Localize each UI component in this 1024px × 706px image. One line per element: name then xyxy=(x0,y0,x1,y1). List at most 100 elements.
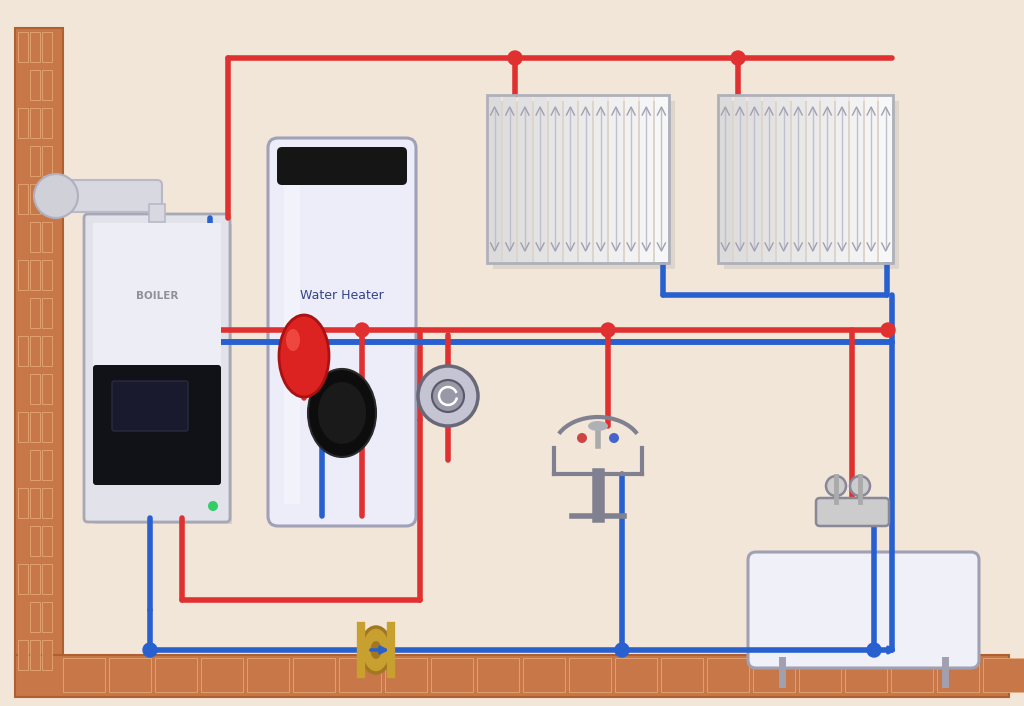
FancyBboxPatch shape xyxy=(748,552,979,668)
Bar xyxy=(30,32,40,62)
FancyBboxPatch shape xyxy=(112,381,188,431)
Bar xyxy=(293,658,335,692)
Bar xyxy=(983,658,1024,692)
Circle shape xyxy=(826,476,846,496)
Circle shape xyxy=(609,433,618,443)
FancyBboxPatch shape xyxy=(278,147,407,185)
Bar xyxy=(503,96,516,262)
Circle shape xyxy=(601,323,615,337)
Bar xyxy=(724,101,899,269)
Bar xyxy=(523,658,565,692)
Bar xyxy=(718,95,893,263)
Bar xyxy=(850,96,863,262)
Bar xyxy=(821,96,834,262)
Bar xyxy=(488,96,501,262)
Bar xyxy=(42,108,52,138)
Bar xyxy=(707,658,749,692)
Bar xyxy=(18,336,28,366)
Bar xyxy=(534,96,547,262)
Bar xyxy=(777,96,790,262)
Bar xyxy=(284,156,300,504)
Bar xyxy=(836,96,848,262)
Bar xyxy=(891,658,933,692)
Bar xyxy=(201,658,243,692)
Bar xyxy=(285,155,413,523)
Circle shape xyxy=(432,380,464,412)
FancyBboxPatch shape xyxy=(84,214,230,522)
Bar xyxy=(30,298,40,328)
Circle shape xyxy=(615,643,629,657)
Bar xyxy=(749,96,761,262)
Bar xyxy=(15,655,1009,697)
Circle shape xyxy=(508,51,522,65)
Bar xyxy=(155,658,197,692)
Bar xyxy=(807,96,819,262)
Ellipse shape xyxy=(361,627,391,673)
FancyBboxPatch shape xyxy=(93,365,221,485)
Bar xyxy=(518,96,531,262)
Bar xyxy=(569,658,611,692)
Circle shape xyxy=(34,174,78,218)
Bar xyxy=(719,96,731,262)
Circle shape xyxy=(297,323,311,337)
Bar xyxy=(615,658,657,692)
Bar xyxy=(865,96,878,262)
Bar xyxy=(937,658,979,692)
Bar xyxy=(30,70,40,100)
FancyBboxPatch shape xyxy=(51,180,162,212)
Bar xyxy=(94,224,232,524)
Bar xyxy=(42,602,52,632)
Circle shape xyxy=(867,643,881,657)
Bar xyxy=(150,204,165,222)
Bar xyxy=(109,658,151,692)
Bar xyxy=(18,32,28,62)
Bar xyxy=(431,658,473,692)
Bar xyxy=(247,658,289,692)
Bar xyxy=(18,640,28,670)
Circle shape xyxy=(208,501,218,511)
Bar xyxy=(30,374,40,404)
Bar xyxy=(30,146,40,176)
Bar xyxy=(18,412,28,442)
Bar xyxy=(799,658,841,692)
Bar xyxy=(579,96,592,262)
Text: Water Heater: Water Heater xyxy=(300,289,384,301)
Bar xyxy=(625,96,638,262)
Bar xyxy=(30,564,40,594)
Bar xyxy=(30,336,40,366)
Bar xyxy=(42,222,52,252)
Bar xyxy=(42,336,52,366)
Bar xyxy=(93,223,221,373)
Bar xyxy=(30,412,40,442)
Bar xyxy=(30,488,40,518)
Bar xyxy=(30,108,40,138)
FancyBboxPatch shape xyxy=(816,498,889,526)
Circle shape xyxy=(143,643,157,657)
Bar xyxy=(42,70,52,100)
Bar xyxy=(662,658,703,692)
Bar xyxy=(30,640,40,670)
Circle shape xyxy=(850,476,870,496)
Circle shape xyxy=(355,323,369,337)
Bar xyxy=(18,108,28,138)
Bar xyxy=(654,96,668,262)
Bar xyxy=(42,374,52,404)
Ellipse shape xyxy=(286,329,300,351)
Ellipse shape xyxy=(308,369,376,457)
Bar xyxy=(42,640,52,670)
Bar xyxy=(30,260,40,290)
Bar xyxy=(594,96,607,262)
Bar xyxy=(42,488,52,518)
Bar xyxy=(42,526,52,556)
Bar xyxy=(339,658,381,692)
Bar xyxy=(30,184,40,214)
Bar xyxy=(18,488,28,518)
Bar xyxy=(763,96,775,262)
Bar xyxy=(640,96,653,262)
Bar xyxy=(15,28,63,678)
Bar xyxy=(792,96,805,262)
Bar xyxy=(42,146,52,176)
Bar xyxy=(42,412,52,442)
Bar xyxy=(42,184,52,214)
Bar xyxy=(18,564,28,594)
